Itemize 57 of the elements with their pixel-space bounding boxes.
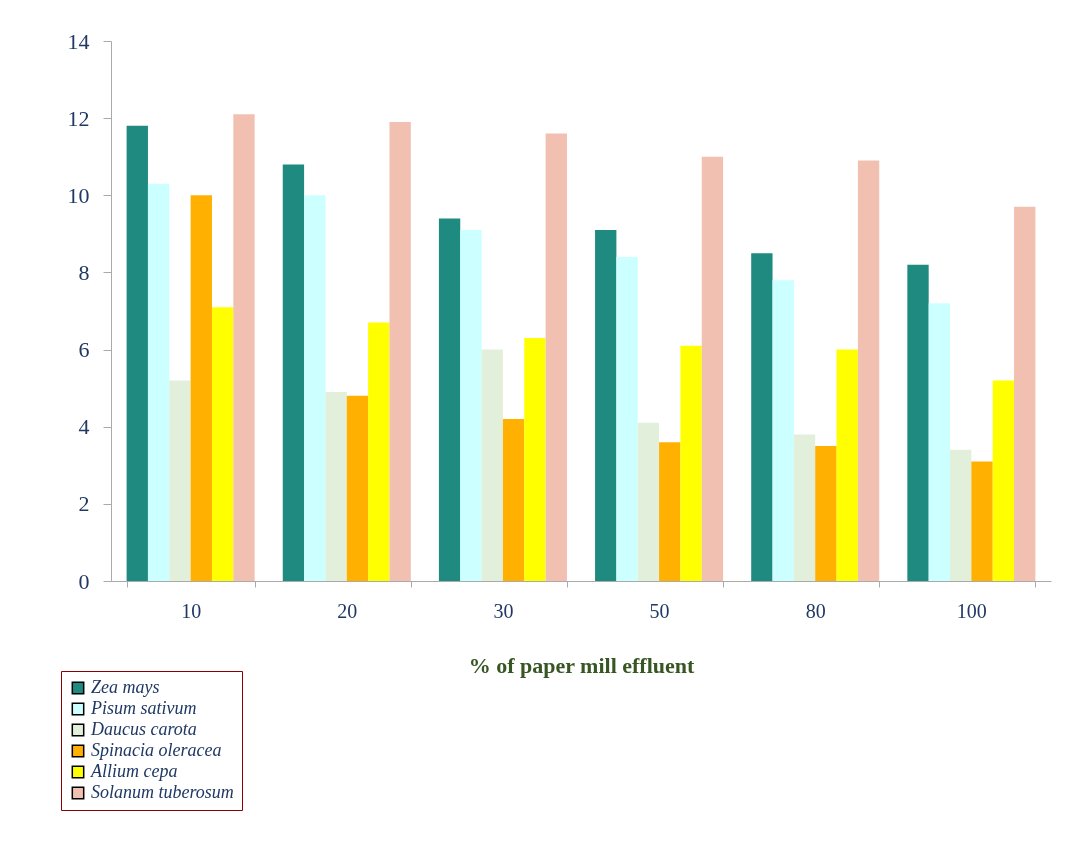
bar [950, 449, 972, 581]
bar [282, 164, 305, 581]
bar [815, 446, 837, 581]
x-tick-label: 30 [493, 599, 514, 622]
bar [772, 280, 794, 581]
legend-label: Zea mays [91, 677, 160, 697]
y-tick-label: 14 [67, 28, 90, 54]
bar [304, 195, 326, 581]
legend-label: Allium cepa [90, 761, 178, 781]
bar [680, 345, 702, 581]
bar [836, 349, 858, 581]
bar [701, 156, 724, 581]
legend-label: Daucus carota [90, 719, 197, 739]
bar [751, 253, 773, 581]
y-tick-label: 10 [67, 182, 90, 208]
y-tick-label: 4 [78, 414, 90, 440]
bar [1014, 206, 1036, 581]
y-tick-label: 0 [78, 568, 90, 594]
x-tick-label: 10 [181, 599, 202, 622]
bar [907, 264, 929, 581]
x-tick-label: 20 [337, 599, 358, 622]
x-tick-label: 50 [649, 599, 670, 622]
bar [857, 160, 880, 581]
bar [325, 392, 347, 581]
bar [659, 442, 681, 581]
bar [190, 195, 212, 581]
x-tick-label: 100 [956, 599, 987, 622]
bar [460, 230, 482, 581]
bar [346, 395, 369, 581]
bar [147, 183, 170, 581]
bar [595, 230, 617, 581]
legend-label: Spinacia oleracea [91, 740, 222, 760]
bar [928, 303, 951, 581]
y-tick-label: 8 [78, 259, 90, 285]
x-tick-label: 80 [805, 599, 826, 622]
bar [524, 338, 546, 581]
bar [502, 419, 525, 581]
bar [233, 114, 255, 581]
bar [211, 307, 234, 581]
bar [389, 122, 411, 581]
legend-label: Solanum tuberosum [91, 782, 234, 802]
y-tick-label: 12 [67, 105, 90, 131]
y-tick-label: 6 [78, 337, 90, 363]
x-axis-title: % of paper mill effluent [468, 652, 696, 678]
bar [992, 380, 1015, 581]
bar [793, 434, 816, 581]
bar [126, 125, 148, 581]
legend-label: Pisum sativum [90, 698, 197, 718]
y-tick-label: 2 [78, 491, 90, 517]
bar [481, 349, 503, 581]
bar [169, 380, 191, 581]
bar [637, 422, 660, 581]
bar [616, 257, 638, 581]
bar [545, 133, 567, 581]
bar [368, 322, 390, 581]
bar [971, 461, 993, 581]
bar [438, 218, 461, 581]
